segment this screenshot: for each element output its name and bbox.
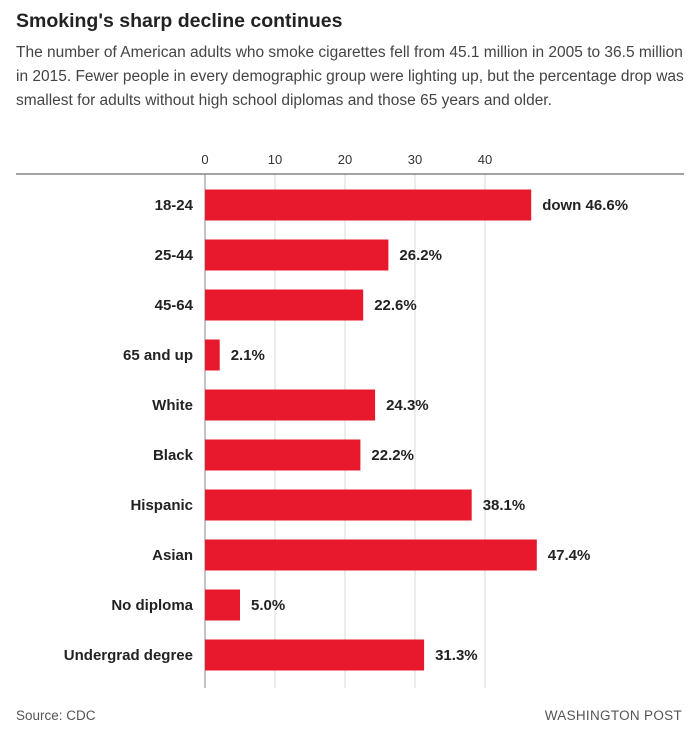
x-tick-label: 40 (478, 152, 492, 167)
category-label: Undergrad degree (64, 647, 193, 664)
category-label: 45-64 (155, 297, 194, 314)
bar (205, 589, 240, 621)
bar (205, 639, 425, 671)
category-label: No diploma (111, 597, 193, 614)
data-label: 31.3% (435, 647, 478, 664)
publisher-credit: WASHINGTON POST (544, 708, 682, 723)
data-label: 22.2% (371, 447, 414, 464)
category-label: 18-24 (155, 197, 194, 214)
bar (205, 539, 537, 571)
x-tick-label: 10 (268, 152, 282, 167)
data-label: 24.3% (386, 397, 429, 414)
category-label: 25-44 (155, 247, 194, 264)
data-label: 26.2% (399, 247, 442, 264)
bar (205, 489, 472, 521)
bar (205, 239, 389, 271)
x-tick-label: 30 (408, 152, 422, 167)
chart-subtitle: The number of American adults who smoke … (16, 44, 684, 109)
bar (205, 289, 364, 321)
source-note: Source: CDC (16, 708, 96, 723)
category-label: Asian (152, 547, 193, 564)
x-tick-label: 0 (201, 152, 208, 167)
data-label: 38.1% (483, 497, 526, 514)
category-label: White (152, 397, 193, 414)
category-label: Hispanic (130, 497, 193, 514)
chart-title: Smoking's sharp decline continues (16, 10, 343, 32)
bar (205, 439, 361, 471)
category-label: 65 and up (123, 347, 193, 364)
data-label: 2.1% (231, 347, 265, 364)
data-label: 22.6% (374, 297, 417, 314)
category-label: Black (153, 447, 194, 464)
bar (205, 339, 220, 371)
x-tick-label: 20 (338, 152, 352, 167)
bar (205, 389, 376, 421)
data-label: 47.4% (548, 547, 591, 564)
data-label: down 46.6% (542, 197, 628, 214)
bar (205, 189, 532, 221)
data-label: 5.0% (251, 597, 285, 614)
